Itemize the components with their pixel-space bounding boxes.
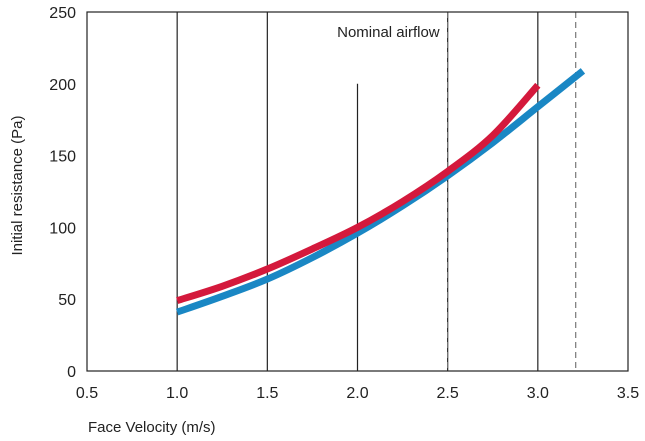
y-tick-label: 100 bbox=[49, 220, 76, 237]
x-tick-label: 1.5 bbox=[256, 385, 278, 402]
reference-lines bbox=[447, 12, 577, 371]
x-tick-label: 3.0 bbox=[527, 385, 549, 402]
axes bbox=[86, 11, 629, 372]
series-line-0 bbox=[176, 82, 541, 304]
x-tick-label: 2.5 bbox=[437, 385, 459, 402]
y-tick-label: 50 bbox=[58, 292, 76, 309]
tick-labels: 0.5 1.0 1.5 2.0 2.5 3.0 3.5 0 50 100 150 200 250 bbox=[49, 5, 639, 402]
x-tick-label: 1.0 bbox=[166, 385, 188, 402]
series-lines bbox=[176, 68, 586, 316]
x-tick-label: 0.5 bbox=[76, 385, 98, 402]
x-tick-label: 2.0 bbox=[346, 385, 368, 402]
x-axis-title: Face Velocity (m/s) bbox=[88, 419, 216, 436]
plot-frame bbox=[86, 11, 629, 372]
y-tick-label: 0 bbox=[67, 364, 76, 381]
grid-lines bbox=[176, 12, 539, 371]
x-tick-label: 3.5 bbox=[617, 385, 639, 402]
nominal-airflow-label: Nominal airflow bbox=[337, 24, 440, 41]
y-axis-title: Initial resistance (Pa) bbox=[9, 115, 26, 255]
y-tick-label: 250 bbox=[49, 5, 76, 22]
y-tick-label: 150 bbox=[49, 149, 76, 166]
y-tick-label: 200 bbox=[49, 77, 76, 94]
series-line-1 bbox=[176, 68, 586, 316]
